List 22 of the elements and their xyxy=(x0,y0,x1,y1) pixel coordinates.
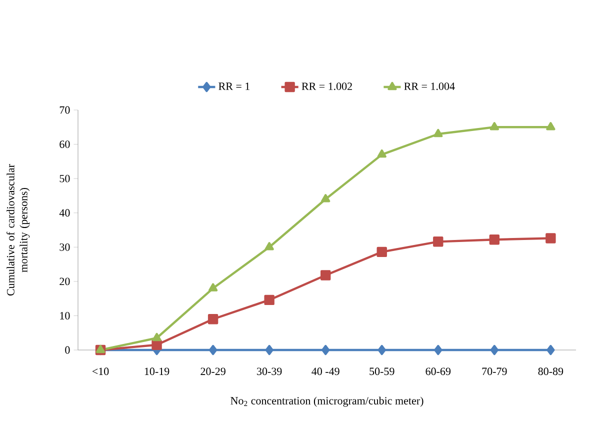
x-axis-title: No$_{2}$ concentration (microgram/cubic meter) xyxy=(230,396,424,407)
x-tick-label: <10 xyxy=(92,368,109,376)
x-tick-label: 30-39 xyxy=(257,368,282,376)
x-tick-label: 40 -49 xyxy=(312,368,340,376)
y-tick-label: 20 xyxy=(60,278,70,286)
y-tick-label: 70 xyxy=(60,106,70,114)
x-tick-label: 80-89 xyxy=(538,368,564,376)
y-tick-label: 30 xyxy=(60,243,70,251)
x-tick-label: 20-29 xyxy=(200,368,226,376)
legend-label: RR = 1.002 xyxy=(302,82,352,90)
legend-label: RR = 1 xyxy=(218,82,250,90)
y-tick-label: 10 xyxy=(60,312,70,320)
y-axis-title: Cumulative of cardiovascular mortality (persons) xyxy=(6,164,30,296)
y-tick-label: 60 xyxy=(60,140,70,148)
y-tick-label: 0 xyxy=(65,346,70,354)
x-tick-label: 50-59 xyxy=(370,368,394,376)
x-tick-label: 60-69 xyxy=(426,368,451,376)
legend-label: RR = 1.004 xyxy=(404,82,455,90)
x-tick-label: 10-19 xyxy=(144,368,170,376)
y-tick-label: 50 xyxy=(60,174,70,182)
x-tick-label: 70-79 xyxy=(482,368,507,376)
y-tick-label: 40 xyxy=(59,209,70,217)
